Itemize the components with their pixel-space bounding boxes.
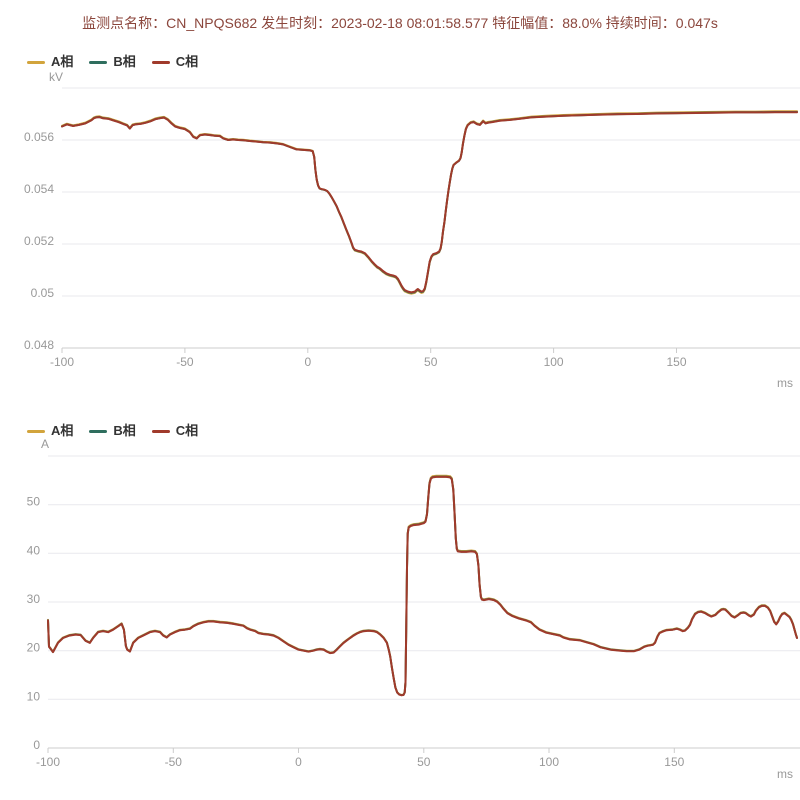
y-tick-label: 0.05 xyxy=(31,286,55,300)
series-line-C相 xyxy=(61,111,798,294)
legend-label: B相 xyxy=(113,423,136,438)
legend-item-A相[interactable]: A相 xyxy=(27,54,73,70)
series-line-C相 xyxy=(47,475,798,697)
y-axis-unit: A xyxy=(41,437,49,451)
x-tick-label: 100 xyxy=(544,355,564,369)
legend-item-C相[interactable]: C相 xyxy=(151,54,199,70)
legend-swatch xyxy=(27,429,45,433)
y-tick-label: 10 xyxy=(27,689,41,703)
legend-voltage: A相 B相 C相 xyxy=(27,54,198,70)
y-tick-label: 20 xyxy=(27,641,41,655)
x-tick-label: 100 xyxy=(539,755,559,769)
series-line-A相 xyxy=(47,474,798,696)
legend-label: A相 xyxy=(51,54,74,69)
x-tick-label: 0 xyxy=(295,755,302,769)
y-tick-label: 0.048 xyxy=(24,338,54,352)
y-tick-label: 0.054 xyxy=(24,182,54,196)
legend-item-A相[interactable]: A相 xyxy=(27,423,73,439)
legend-label: C相 xyxy=(175,54,199,69)
legend-swatch xyxy=(151,429,170,433)
legend-swatch xyxy=(27,60,45,64)
x-axis-unit: ms xyxy=(777,376,793,390)
legend-swatch xyxy=(89,60,108,64)
x-tick-label: -50 xyxy=(165,755,183,769)
x-axis-unit: ms xyxy=(777,767,793,781)
legend-item-C相[interactable]: C相 xyxy=(151,423,199,439)
series-line-B相 xyxy=(47,475,798,697)
legend-label: C相 xyxy=(175,423,199,438)
x-tick-label: 0 xyxy=(304,355,311,369)
x-tick-label: 150 xyxy=(666,355,686,369)
x-tick-label: 50 xyxy=(417,755,431,769)
legend-current: A相 B相 C相 xyxy=(27,423,198,439)
y-tick-label: 0.052 xyxy=(24,234,54,248)
y-tick-label: 0.056 xyxy=(24,130,54,144)
legend-label: A相 xyxy=(51,423,74,438)
y-tick-label: 0 xyxy=(33,738,40,752)
x-tick-label: 150 xyxy=(664,755,684,769)
x-tick-label: 50 xyxy=(424,355,438,369)
x-tick-label: -100 xyxy=(36,755,60,769)
y-tick-label: 50 xyxy=(27,495,41,509)
legend-swatch xyxy=(89,429,108,433)
legend-swatch xyxy=(151,60,170,64)
y-tick-label: 40 xyxy=(27,543,41,557)
legend-label: B相 xyxy=(113,54,136,69)
y-axis-unit: kV xyxy=(49,70,63,84)
legend-item-B相[interactable]: B相 xyxy=(89,54,136,70)
legend-item-B相[interactable]: B相 xyxy=(89,423,136,439)
y-tick-label: 30 xyxy=(27,592,41,606)
page-title: 监测点名称：CN_NPQS682 发生时刻：2023-02-18 08:01:5… xyxy=(82,15,718,31)
x-tick-label: -100 xyxy=(50,355,74,369)
x-tick-label: -50 xyxy=(176,355,194,369)
